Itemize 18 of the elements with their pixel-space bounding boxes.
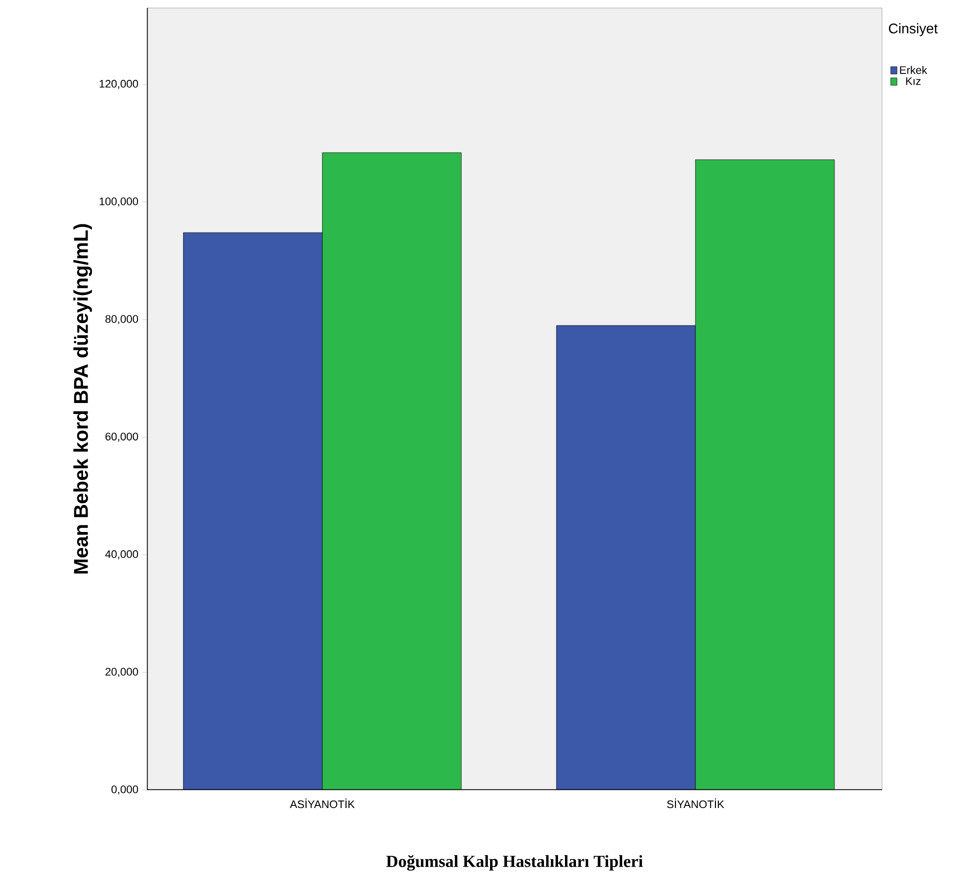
x-tick-label: SİYANOTİK (667, 798, 724, 808)
x-axis-title: Doğumsal Kalp Hastalıkları Tipleri (386, 854, 643, 871)
y-tick-label: 80,000 (105, 315, 138, 324)
bar (556, 325, 696, 790)
legend-label: Erkek (900, 66, 928, 74)
y-tick-label: 40,000 (105, 550, 138, 560)
bar (322, 152, 462, 790)
y-tick-label: 120,000 (100, 80, 138, 89)
legend-title: Cinsiyet (888, 23, 938, 36)
y-tick-label: 60,000 (106, 432, 138, 442)
y-tick-label: 0,000 (111, 785, 138, 795)
bar (695, 159, 835, 790)
y-axis-title: Mean Bebek kord BPA düzeyi(ng/mL) (73, 224, 92, 574)
y-tick-label: 100,000 (100, 198, 138, 207)
bar (183, 232, 323, 790)
y-tick-label: 20,000 (106, 668, 138, 677)
legend-label: Kız (906, 77, 921, 85)
x-tick-label: ASİYANOTİK (290, 798, 355, 808)
